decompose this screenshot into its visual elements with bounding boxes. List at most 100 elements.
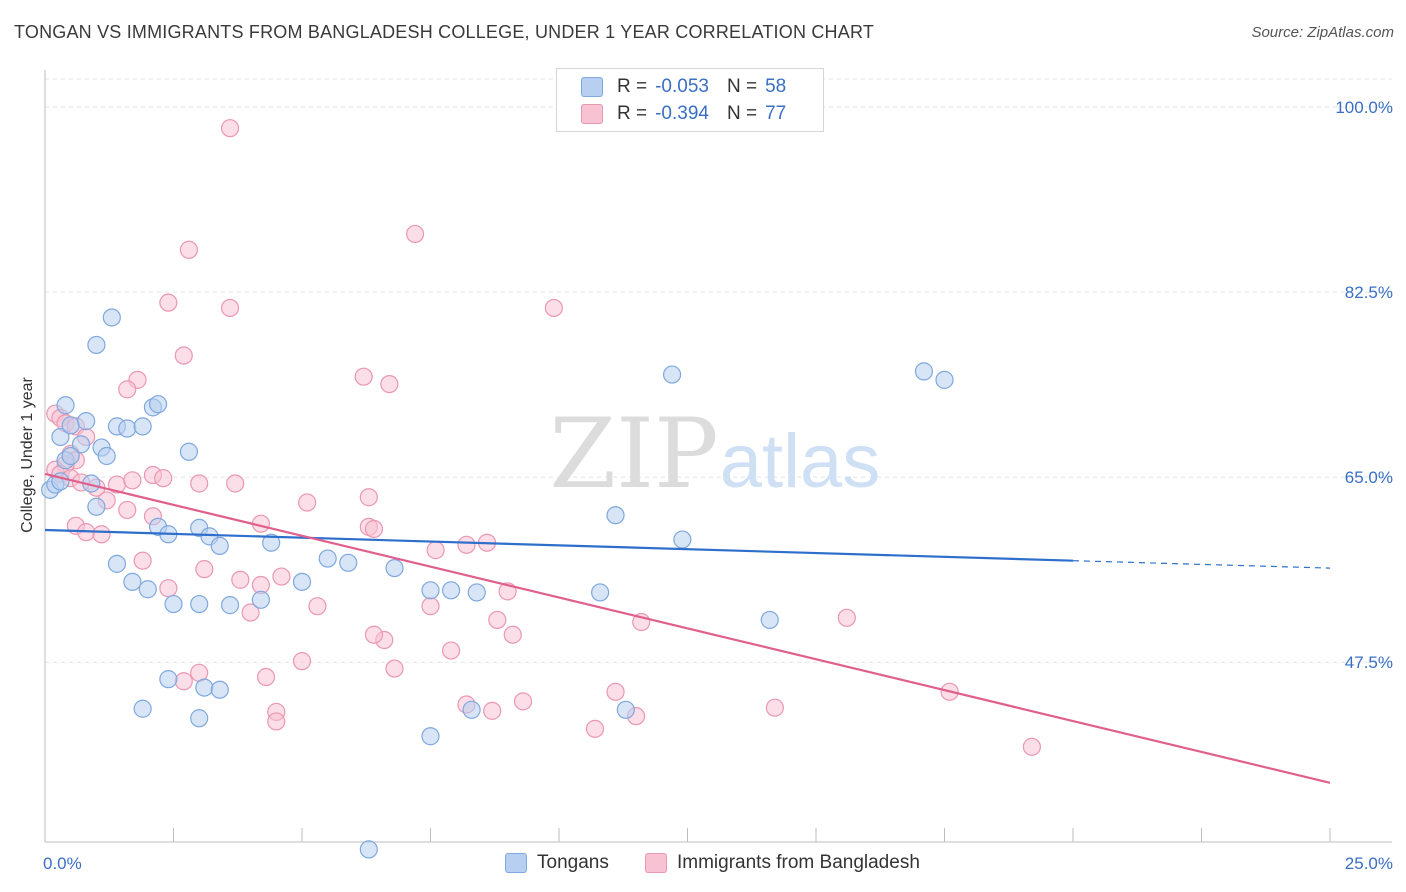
tongans-point <box>118 419 137 438</box>
tongans-point <box>190 709 209 728</box>
r-value: -0.053 <box>655 76 709 97</box>
bangladesh-point <box>483 701 502 720</box>
bangladesh-point <box>513 692 533 711</box>
tongans-point <box>210 536 229 555</box>
source-credit: Source: ZipAtlas.com <box>1251 24 1394 41</box>
y-tick-label: 100.0% <box>1335 98 1393 117</box>
tongans-point <box>935 370 954 389</box>
bangladesh-point <box>133 551 152 570</box>
y-tick-label: 82.5% <box>1345 283 1393 302</box>
legend-item-tongans[interactable]: Tongans <box>505 852 609 874</box>
tongans-point <box>133 699 152 718</box>
x-tick-label: 25.0% <box>1345 854 1393 873</box>
bangladesh-point <box>1022 737 1041 756</box>
tongans-point <box>56 396 75 415</box>
tongans-point <box>133 417 152 436</box>
bangladesh-point <box>118 380 137 399</box>
tongans-point <box>467 583 486 602</box>
n-label: N = <box>726 103 758 124</box>
tongans-point <box>71 435 91 454</box>
bangladesh-point <box>272 567 291 586</box>
bangladesh-point <box>226 474 245 493</box>
bangladesh-trend-line <box>44 472 1331 784</box>
tongans-point <box>359 840 378 859</box>
tongans-point <box>159 670 178 689</box>
tongans-point <box>179 442 199 461</box>
bangladesh-point <box>123 471 142 490</box>
chart-title: TONGAN VS IMMIGRANTS FROM BANGLADESH COL… <box>14 22 875 42</box>
y-tick-label: 65.0% <box>1345 468 1393 487</box>
bangladesh-point <box>267 712 286 731</box>
tongans-point <box>421 581 440 600</box>
legend-row-tongans: R = -0.053 N = 58 <box>581 75 786 99</box>
tongans-point <box>220 596 240 615</box>
tongans-point <box>138 580 157 599</box>
y-tick-label: 47.5% <box>1345 653 1393 672</box>
tongans-trend-extension <box>1072 560 1331 569</box>
bangladesh-point <box>159 293 178 312</box>
tongans-point <box>61 446 80 466</box>
trend-lines <box>44 472 1331 784</box>
tongans-point <box>662 365 682 384</box>
tongans-point <box>760 610 779 630</box>
tongans-point <box>97 446 116 466</box>
legend-swatch-bangladesh <box>581 104 603 124</box>
tongans-point <box>606 506 625 525</box>
tongans-point <box>61 416 80 435</box>
legend-label-tongans: Tongans <box>537 852 609 873</box>
tongans-point <box>87 497 106 516</box>
series-tongans-points <box>41 308 954 859</box>
bangladesh-point <box>421 597 440 616</box>
tongans-point <box>441 581 461 600</box>
bangladesh-point <box>231 570 250 589</box>
bangladesh-point <box>256 667 276 687</box>
bangladesh-point <box>308 597 327 616</box>
bangladesh-point <box>426 541 445 560</box>
tongans-point <box>914 362 934 381</box>
n-value: 58 <box>765 76 787 97</box>
tongans-point <box>51 427 70 447</box>
tongans-point <box>123 572 142 591</box>
bangladesh-point <box>220 298 240 318</box>
tongans-point <box>318 549 337 568</box>
bangladesh-point <box>195 560 214 579</box>
bangladesh-point <box>385 659 404 678</box>
legend-swatch-tongans <box>505 853 527 873</box>
series-bangladesh-points <box>46 119 1041 756</box>
bangladesh-point <box>544 298 563 318</box>
bangladesh-point <box>354 367 373 386</box>
tongans-point <box>210 680 229 699</box>
tongans-point <box>87 335 106 355</box>
bangladesh-point <box>441 641 461 660</box>
bangladesh-point <box>457 535 476 554</box>
tongans-point <box>385 558 404 578</box>
x-tick-label: 0.0% <box>43 854 82 873</box>
tongans-point <box>102 308 121 327</box>
bangladesh-point <box>220 119 240 138</box>
bangladesh-point <box>118 500 137 520</box>
legend-swatch-tongans <box>581 77 603 97</box>
legend-row-bangladesh: R = -0.394 N = 77 <box>581 102 786 126</box>
bangladesh-point <box>380 374 399 394</box>
tongans-point <box>77 412 96 431</box>
legend-item-bangladesh[interactable]: Immigrants from Bangladesh <box>645 852 920 874</box>
bangladesh-point <box>364 519 384 539</box>
bangladesh-point <box>765 698 784 717</box>
tongans-point <box>107 554 127 573</box>
r-value: -0.394 <box>655 103 709 124</box>
tongans-point <box>292 572 312 591</box>
bangladesh-point <box>364 625 384 644</box>
bangladesh-point <box>298 493 317 512</box>
bangladesh-point <box>92 525 111 544</box>
tongans-point <box>190 594 209 614</box>
bangladesh-point <box>179 240 199 259</box>
legend-label-bangladesh: Immigrants from Bangladesh <box>677 852 920 873</box>
watermark: ZIP atlas <box>549 398 880 510</box>
watermark-zip: ZIP <box>549 398 718 510</box>
bangladesh-point <box>405 224 425 244</box>
tongans-point <box>164 594 183 614</box>
bangladesh-point <box>606 682 625 701</box>
tongans-trend-line <box>44 528 1074 562</box>
tongans-point <box>421 727 440 746</box>
